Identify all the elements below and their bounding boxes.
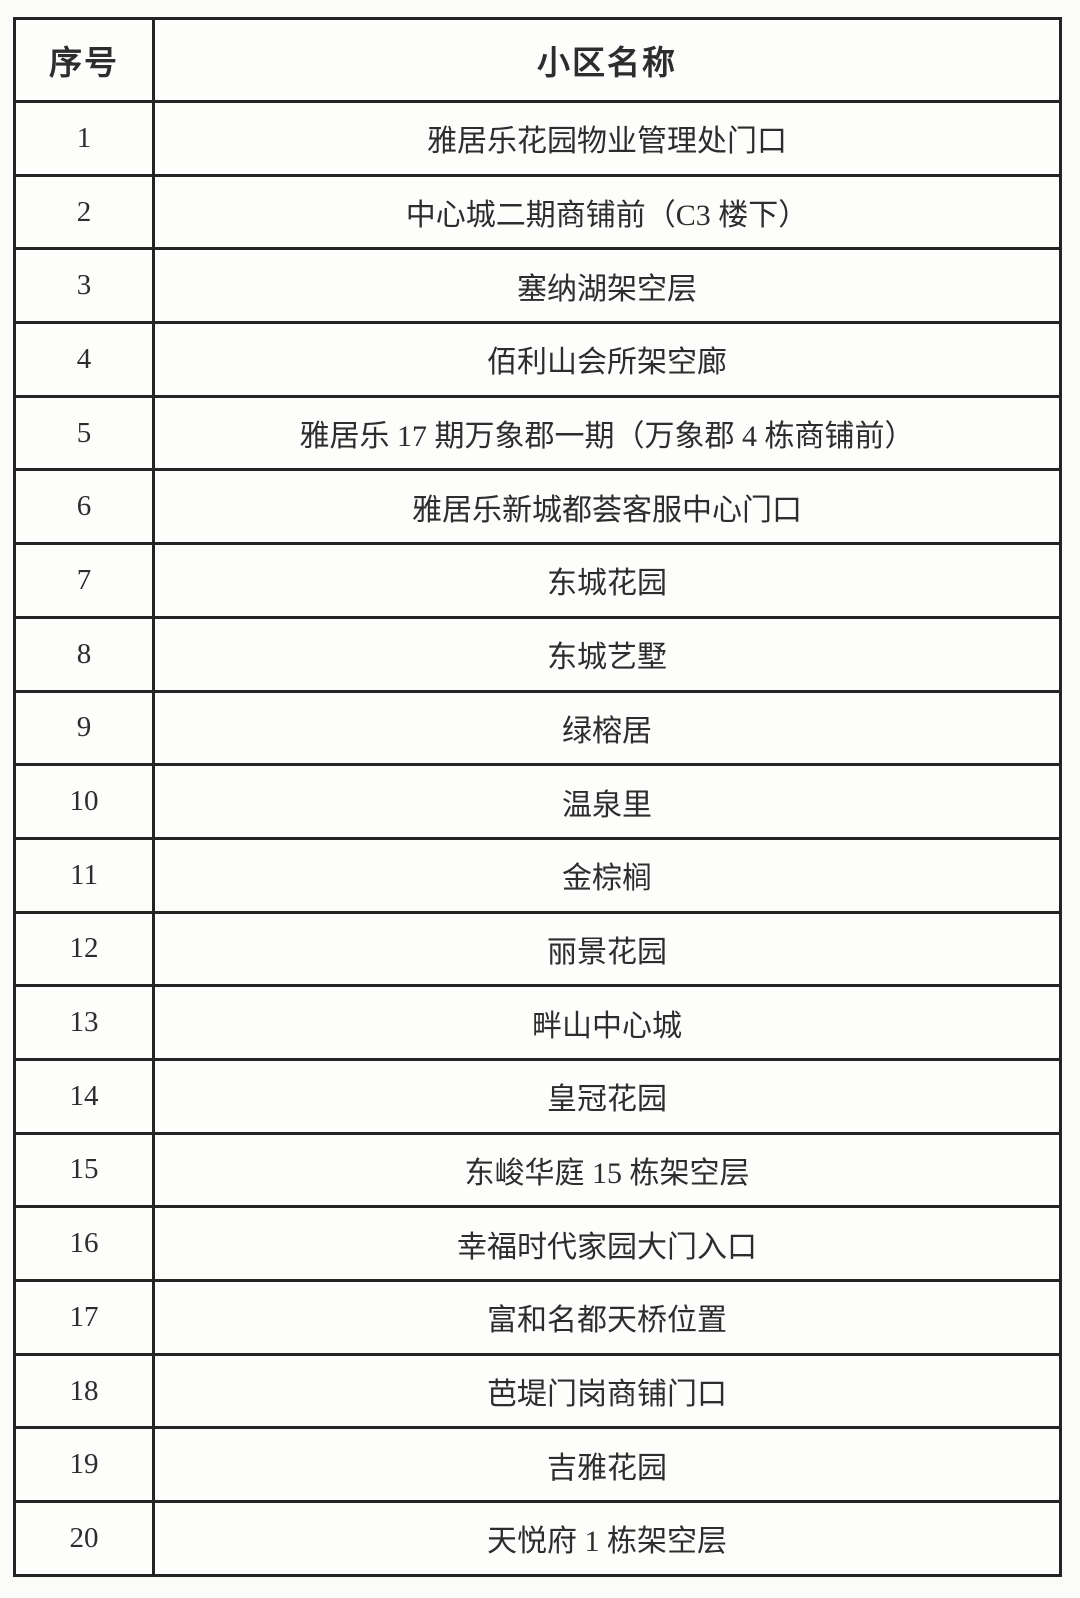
table-row: 9 绿榕居 <box>13 689 1062 767</box>
row-community-name: 畔山中心城 <box>152 984 1062 1061</box>
row-serial-number: 15 <box>13 1131 155 1209</box>
row-serial-number: 11 <box>13 836 155 914</box>
row-community-name: 吉雅花园 <box>152 1426 1062 1504</box>
row-serial-number: 20 <box>13 1500 155 1577</box>
table-row: 13 畔山中心城 <box>13 984 1062 1061</box>
row-community-name: 幸福时代家园大门入口 <box>152 1205 1062 1282</box>
row-community-name: 雅居乐 17 期万象郡一期（万象郡 4 栋商铺前） <box>152 394 1062 472</box>
row-serial-number: 5 <box>13 394 155 472</box>
table-row: 3 塞纳湖架空层 <box>13 247 1062 325</box>
row-community-name: 雅居乐花园物业管理处门口 <box>152 100 1062 177</box>
row-community-name: 东城艺墅 <box>152 615 1062 693</box>
row-serial-number: 10 <box>13 763 155 840</box>
table-row: 4 佰利山会所架空廊 <box>13 321 1062 398</box>
row-community-name: 富和名都天桥位置 <box>152 1279 1062 1356</box>
row-community-name: 温泉里 <box>152 763 1062 840</box>
header-serial-number: 序号 <box>13 17 155 103</box>
row-serial-number: 6 <box>13 468 155 546</box>
row-community-name: 丽景花园 <box>152 910 1062 988</box>
table-header-row: 序号 小区名称 <box>13 17 1062 103</box>
row-community-name: 芭堤门岗商铺门口 <box>152 1352 1062 1430</box>
table-body: 1 雅居乐花园物业管理处门口 2 中心城二期商铺前（C3 楼下） 3 塞纳湖架空层 4 佰利山… <box>13 100 1062 1577</box>
row-serial-number: 2 <box>13 173 155 251</box>
row-community-name: 塞纳湖架空层 <box>152 247 1062 325</box>
table-row: 16 幸福时代家园大门入口 <box>13 1205 1062 1282</box>
row-community-name: 东城花园 <box>152 542 1062 619</box>
table-row: 6 雅居乐新城都荟客服中心门口 <box>13 468 1062 546</box>
row-serial-number: 3 <box>13 247 155 325</box>
table-row: 18 芭堤门岗商铺门口 <box>13 1352 1062 1430</box>
row-serial-number: 12 <box>13 910 155 988</box>
row-serial-number: 19 <box>13 1426 155 1504</box>
table-row: 5 雅居乐 17 期万象郡一期（万象郡 4 栋商铺前） <box>13 394 1062 472</box>
table-row: 12 丽景花园 <box>13 910 1062 988</box>
table-row: 17 富和名都天桥位置 <box>13 1279 1062 1356</box>
row-community-name: 绿榕居 <box>152 689 1062 767</box>
row-serial-number: 17 <box>13 1279 155 1356</box>
table-header: 序号 小区名称 <box>13 17 1062 103</box>
table-row: 10 温泉里 <box>13 763 1062 840</box>
row-serial-number: 9 <box>13 689 155 767</box>
row-serial-number: 13 <box>13 984 155 1061</box>
header-community-name: 小区名称 <box>152 17 1062 103</box>
row-community-name: 雅居乐新城都荟客服中心门口 <box>152 468 1062 546</box>
table-row: 20 天悦府 1 栋架空层 <box>13 1500 1062 1577</box>
row-serial-number: 18 <box>13 1352 155 1430</box>
row-community-name: 金棕榈 <box>152 836 1062 914</box>
row-serial-number: 1 <box>13 100 155 177</box>
row-serial-number: 8 <box>13 615 155 693</box>
row-community-name: 天悦府 1 栋架空层 <box>152 1500 1062 1577</box>
table-row: 11 金棕榈 <box>13 836 1062 914</box>
row-serial-number: 14 <box>13 1057 155 1135</box>
table-row: 1 雅居乐花园物业管理处门口 <box>13 100 1062 177</box>
table-row: 14 皇冠花园 <box>13 1057 1062 1135</box>
table-row: 7 东城花园 <box>13 542 1062 619</box>
row-community-name: 中心城二期商铺前（C3 楼下） <box>152 173 1062 251</box>
table-row: 15 东峻华庭 15 栋架空层 <box>13 1131 1062 1209</box>
community-table: 序号 小区名称 1 雅居乐花园物业管理处门口 2 中心城二期商铺前（C3 楼下） 3 塞纳… <box>13 17 1062 1577</box>
row-serial-number: 16 <box>13 1205 155 1282</box>
row-serial-number: 7 <box>13 542 155 619</box>
row-community-name: 皇冠花园 <box>152 1057 1062 1135</box>
row-community-name: 佰利山会所架空廊 <box>152 321 1062 398</box>
table-row: 8 东城艺墅 <box>13 615 1062 693</box>
table-row: 2 中心城二期商铺前（C3 楼下） <box>13 173 1062 251</box>
row-serial-number: 4 <box>13 321 155 398</box>
table-row: 19 吉雅花园 <box>13 1426 1062 1504</box>
row-community-name: 东峻华庭 15 栋架空层 <box>152 1131 1062 1209</box>
